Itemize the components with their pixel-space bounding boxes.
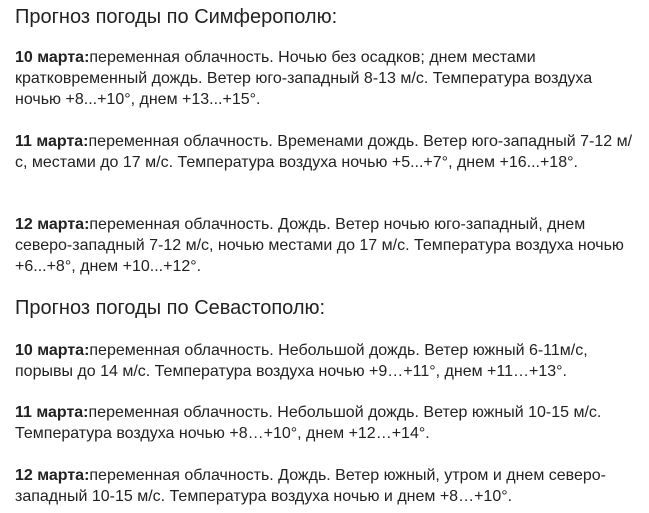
forecast-text: переменная облачность. Дождь. Ветер южны… [15, 467, 607, 505]
forecast-simferopol-mar11: 11 марта:переменная облачность. Временам… [15, 131, 637, 173]
forecast-sevastopol-mar10: 10 марта:переменная облачность. Небольшо… [15, 340, 637, 382]
forecast-simferopol-mar12: 12 марта:переменная облачность. Дождь. В… [15, 214, 637, 277]
forecast-text: переменная облачность. Дождь. Ветер ночь… [15, 216, 624, 275]
forecast-text: переменная облачность. Небольшой дождь. … [15, 404, 602, 442]
forecast-date: 10 марта: [15, 49, 90, 66]
forecast-date: 12 марта: [15, 467, 90, 484]
forecast-text: переменная облачность. Временами дождь. … [15, 133, 633, 171]
forecast-date: 11 марта: [15, 404, 89, 421]
forecast-simferopol-mar10: 10 марта:переменная облачность. Ночью бе… [15, 47, 637, 110]
forecast-date: 12 марта: [15, 216, 90, 233]
forecast-date: 11 марта: [15, 133, 89, 150]
section-title-simferopol: Прогноз погоды по Симферополю: [15, 6, 338, 28]
forecast-date: 10 марта: [15, 342, 90, 359]
forecast-sevastopol-mar12: 12 марта:переменная облачность. Дождь. В… [15, 465, 637, 507]
section-title-sevastopol: Прогноз погоды по Севастополю: [15, 297, 326, 319]
forecast-text: переменная облачность. Ночью без осадков… [15, 49, 593, 108]
forecast-text: переменная облачность. Небольшой дождь. … [15, 342, 588, 380]
forecast-sevastopol-mar11: 11 марта:переменная облачность. Небольшо… [15, 402, 637, 444]
